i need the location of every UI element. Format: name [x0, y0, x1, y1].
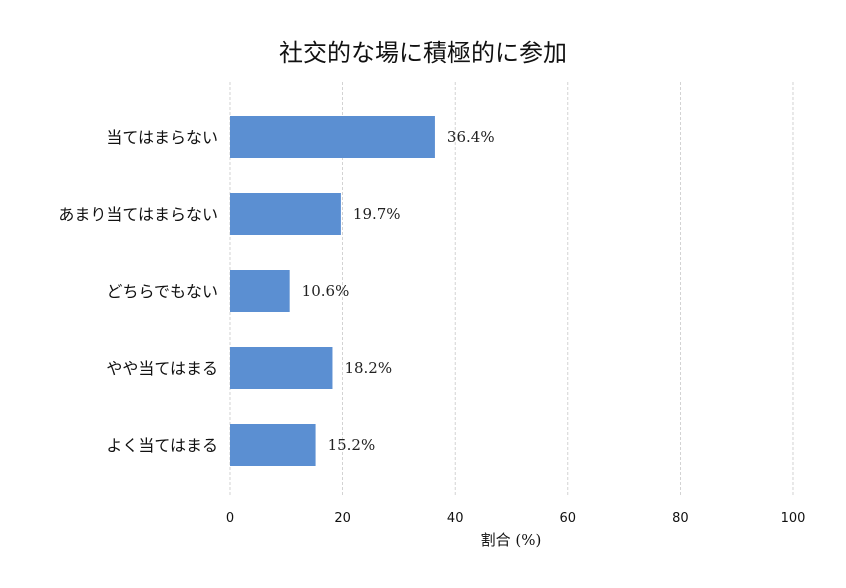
category-label: あまり当てはまらない	[58, 205, 218, 224]
bar	[230, 116, 435, 158]
x-tick-label: 20	[334, 511, 351, 526]
x-tick-label: 80	[672, 511, 689, 526]
value-label: 15.2%	[328, 436, 376, 454]
x-tick-label: 100	[781, 511, 806, 526]
bar	[230, 193, 341, 235]
x-tick-label: 60	[560, 511, 577, 526]
bar	[230, 347, 333, 389]
value-label: 36.4%	[447, 128, 495, 146]
x-tick-labels: 0 20 40 60 80 100	[226, 511, 806, 526]
bars	[230, 116, 435, 466]
category-label: どちらでもない	[106, 282, 218, 301]
value-label: 18.2%	[344, 359, 392, 377]
category-label: よく当てはまる	[106, 436, 218, 455]
chart-title: 社交的な場に積極的に参加	[279, 39, 567, 67]
x-tick-label: 0	[226, 511, 234, 526]
category-label: やや当てはまる	[106, 359, 218, 378]
value-label: 10.6%	[302, 282, 350, 300]
category-label: 当てはまらない	[106, 128, 218, 147]
value-label: 19.7%	[353, 205, 401, 223]
x-tick-label: 40	[447, 511, 464, 526]
x-axis-title: 割合 (%)	[481, 531, 542, 549]
value-labels: 36.4% 19.7% 10.6% 18.2% 15.2%	[302, 128, 495, 454]
bar	[230, 270, 290, 312]
bar	[230, 424, 316, 466]
